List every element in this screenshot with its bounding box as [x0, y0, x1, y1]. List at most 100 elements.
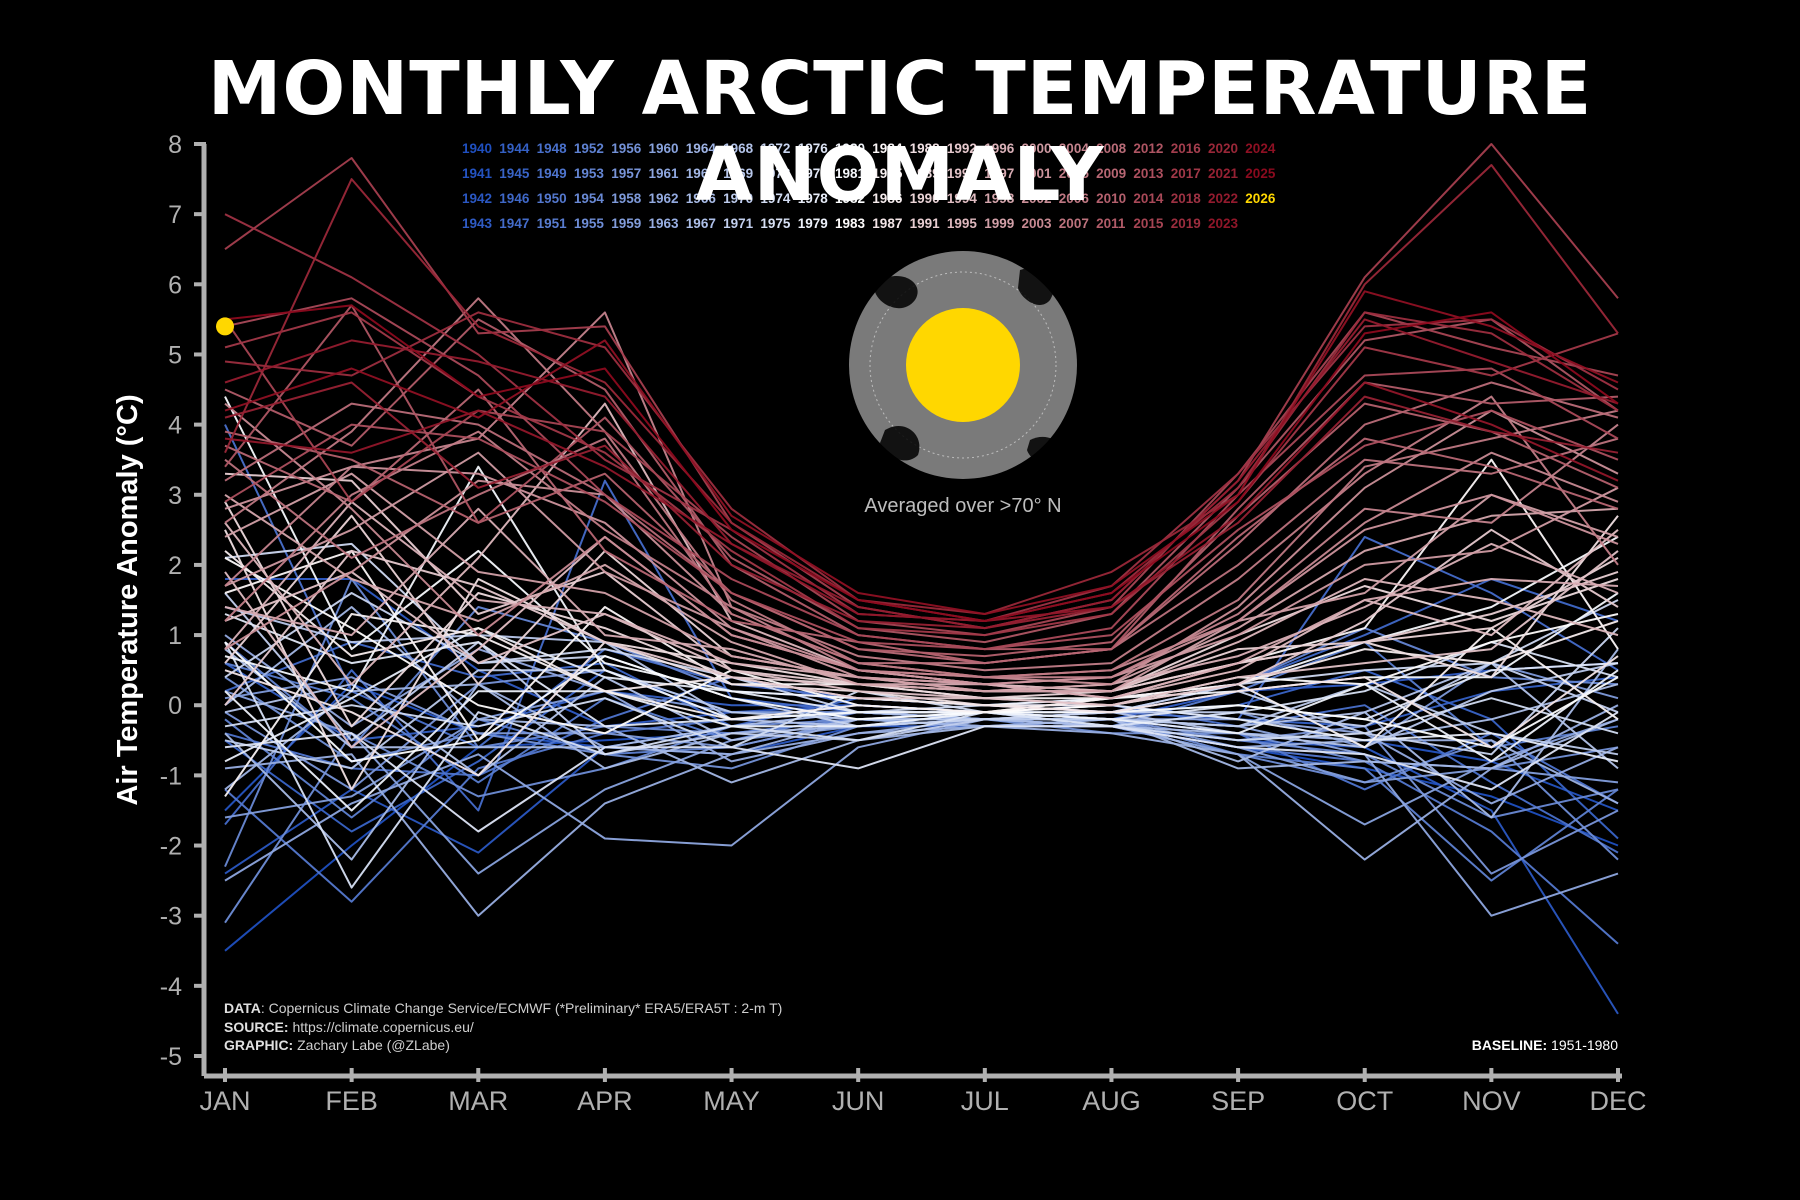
legend-year: 1947: [499, 216, 529, 231]
series-line-1986: [224, 550, 1619, 707]
y-tick-label: -4: [160, 973, 182, 1001]
series-line-2004: [224, 311, 1619, 679]
legend-year: 1958: [611, 191, 642, 206]
legend-year: 1949: [537, 166, 567, 181]
averaging-region: [906, 308, 1020, 422]
series-line-2021: [224, 381, 1619, 630]
series-line-2013: [224, 409, 1619, 651]
legend-year: 1987: [872, 216, 902, 231]
series-line-2024: [224, 290, 1619, 615]
legend-year: 1942: [462, 191, 492, 206]
legend-year: 1992: [947, 141, 977, 156]
legend-year: 1961: [649, 166, 680, 181]
series-line-1999: [224, 472, 1619, 693]
y-tick-label: 0: [168, 692, 182, 720]
legend-year: 1948: [537, 141, 568, 156]
legend-year: 1952: [574, 141, 604, 156]
chart-title: MONTHLY ARCTIC TEMPERATURE ANOMALY: [207, 46, 1593, 218]
legend-year: 2018: [1171, 191, 1202, 206]
series-line-2015: [224, 311, 1619, 637]
legend-year: 1963: [649, 216, 680, 231]
legend-year: 1996: [984, 141, 1015, 156]
legend-year: 2016: [1171, 141, 1202, 156]
legend-year: 2015: [1133, 216, 1164, 231]
legend-year: 1983: [835, 216, 866, 231]
legend-year: 1960: [649, 141, 679, 156]
latitude-ring: [869, 271, 1057, 459]
legend-year: 1997: [984, 166, 1014, 181]
legend-year: 1957: [611, 166, 641, 181]
series-line-1976: [224, 711, 1619, 833]
credits-block: DATA: Copernicus Climate Change Service/…: [224, 1000, 1618, 1053]
legend-year: 2006: [1059, 191, 1090, 206]
inset-ocean-3: [880, 426, 920, 461]
legend-year: 1978: [798, 191, 829, 206]
x-tick-label: JUL: [961, 1086, 1009, 1116]
y-tick-label: -2: [160, 833, 182, 861]
data-credit: DATA: Copernicus Climate Change Service/…: [224, 1000, 782, 1016]
legend-year: 2021: [1208, 166, 1239, 181]
x-tick-label: DEC: [1589, 1086, 1646, 1116]
inset-ocean-2: [1018, 268, 1054, 305]
legend-year: 2005: [1059, 166, 1090, 181]
legend-year: 1950: [537, 191, 567, 206]
series-line-1975: [224, 641, 1619, 889]
series-line-1982: [224, 641, 1619, 763]
x-tick-label: FEB: [325, 1086, 378, 1116]
series-line-2000: [224, 451, 1619, 686]
legend-year: 2009: [1096, 166, 1126, 181]
legend-year: 2004: [1059, 141, 1090, 156]
legend-year: 1979: [798, 216, 828, 231]
legend-year: 2000: [1022, 141, 1052, 156]
legend-year: 2017: [1171, 166, 1201, 181]
legend-year: 1970: [723, 191, 753, 206]
legend-year: 2010: [1096, 191, 1126, 206]
x-tick-label: AUG: [1082, 1086, 1141, 1116]
y-tick-label: -5: [160, 1043, 182, 1071]
arctic-inset-map: Averaged over >70° N: [849, 251, 1077, 517]
legend-year: 1977: [798, 166, 828, 181]
legend-year: 1990: [910, 191, 940, 206]
series-line-2025: [224, 304, 1619, 622]
series-line-1985: [224, 613, 1619, 797]
series-lines: [216, 143, 1619, 1015]
y-tick-label: 1: [168, 622, 182, 650]
legend-year: 2020: [1208, 141, 1238, 156]
x-tick-label: JAN: [199, 1086, 250, 1116]
x-tick-label: OCT: [1336, 1086, 1393, 1116]
series-line-1989: [224, 501, 1619, 728]
legend-year: 1955: [574, 216, 605, 231]
legend-year: 1940: [462, 141, 492, 156]
legend-year: 1943: [462, 216, 493, 231]
legend-year: 2002: [1022, 191, 1052, 206]
legend-year: 1959: [611, 216, 641, 231]
x-tick-label: MAY: [703, 1086, 760, 1116]
legend-year: 1962: [649, 191, 679, 206]
legend-year: 1998: [984, 191, 1015, 206]
series-line-2020: [224, 164, 1619, 615]
baseline-credit: BASELINE: 1951-1980: [1472, 1037, 1619, 1053]
legend-year: 1995: [947, 216, 978, 231]
series-line-1971: [224, 592, 1619, 756]
legend-year: 1967: [686, 216, 716, 231]
x-tick-label: SEP: [1211, 1086, 1265, 1116]
legend-year: 1971: [723, 216, 754, 231]
series-line-1993: [224, 550, 1619, 707]
y-tick-label: 2: [168, 552, 182, 580]
inset-ocean-1: [875, 275, 918, 309]
source-credit: SOURCE: https://climate.copernicus.eu/: [224, 1019, 474, 1035]
legend-year: 1981: [835, 166, 866, 181]
legend-year: 2023: [1208, 216, 1239, 231]
series-line-2023: [224, 381, 1619, 622]
y-tick-label: -1: [160, 762, 182, 790]
x-tick-label: APR: [577, 1086, 633, 1116]
chart-axes: -5 -4 -3 -2 -1 0 1 2 3 4 5 6 7 8 JAN FEB MAR APR MAY JUN JUL…: [112, 131, 1647, 1116]
legend-year: 2019: [1171, 216, 1201, 231]
series-line-1965: [224, 606, 1619, 784]
legend-year: 2025: [1245, 166, 1276, 181]
legend-year: 2011: [1096, 216, 1126, 231]
legend-year: 1941: [462, 166, 493, 181]
inset-caption: Averaged over >70° N: [864, 495, 1061, 517]
y-tick-label: 7: [168, 201, 182, 229]
legend-year: 1954: [574, 191, 605, 206]
